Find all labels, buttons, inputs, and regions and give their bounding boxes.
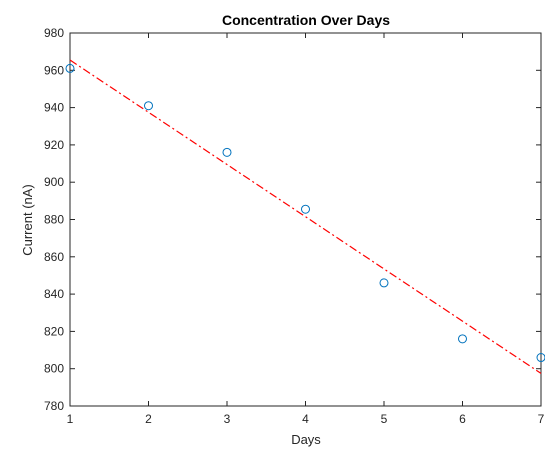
y-tick-label: 960 — [44, 63, 64, 77]
x-tick-label: 4 — [302, 412, 309, 426]
data-point — [222, 147, 232, 157]
data-point — [144, 101, 153, 111]
y-tick-label: 920 — [44, 138, 64, 152]
x-tick-label: 1 — [67, 412, 74, 426]
data-point — [65, 63, 75, 73]
plot-frame — [69, 32, 542, 407]
y-tick-label: 940 — [44, 101, 64, 115]
x-tick-label: 5 — [381, 412, 388, 426]
data-point — [379, 278, 389, 288]
y-axis-label: Current (nA) — [20, 184, 35, 256]
data-point — [536, 353, 545, 363]
y-tick-label: 860 — [44, 250, 64, 264]
x-tick-label: 3 — [224, 412, 231, 426]
y-tick-label: 980 — [44, 26, 64, 40]
x-tick-label: 2 — [145, 412, 152, 426]
plot-area: 1 2 3 4 5 6 7 780 800 820 840 860 880 900 920 940 960 980 — [44, 26, 545, 426]
x-axis-label: Days — [291, 432, 321, 447]
y-tick-label: 800 — [44, 362, 64, 376]
chart-title: Concentration Over Days — [222, 12, 390, 28]
y-tick-label: 820 — [44, 324, 64, 338]
data-point — [458, 334, 467, 344]
data-point — [301, 204, 310, 214]
fit-line — [69, 59, 542, 374]
y-tick-label: 840 — [44, 287, 64, 301]
y-tick-label: 880 — [44, 213, 64, 227]
x-tick-label: 6 — [459, 412, 466, 426]
y-tick-label: 780 — [44, 399, 64, 413]
x-tick-label: 7 — [538, 412, 545, 426]
y-tick-label: 900 — [44, 175, 64, 189]
